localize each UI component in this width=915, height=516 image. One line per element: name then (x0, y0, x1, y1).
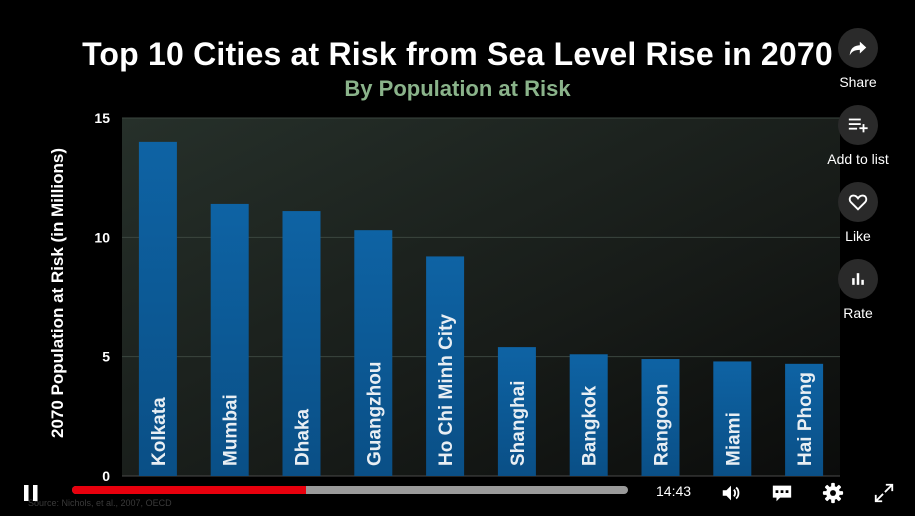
progress-fill (72, 486, 306, 494)
subtitles-icon (772, 485, 792, 502)
bar-kolkata (138, 141, 177, 476)
share-button[interactable]: Share (822, 28, 894, 90)
volume-button[interactable] (716, 478, 746, 508)
share-icon (838, 28, 878, 68)
y-tick-label: 10 (94, 229, 110, 245)
y-tick-label: 5 (102, 349, 110, 365)
playlist-add-icon (838, 105, 878, 145)
like-button[interactable]: Like (822, 182, 894, 244)
bar-rangoon (641, 359, 680, 476)
bar-mumbai (210, 203, 249, 477)
bar-miami (713, 361, 752, 476)
chart-subtitle: By Population at Risk (344, 76, 571, 101)
bar-guangzhou (354, 230, 393, 476)
settings-button[interactable] (818, 478, 848, 508)
source-note: Source: Nichols, et al., 2007, OECD (28, 498, 172, 508)
category-label: Mumbai (221, 394, 242, 466)
bar-chart-icon (838, 259, 878, 299)
pause-button[interactable] (16, 478, 46, 508)
rate-label: Rate (843, 305, 873, 321)
category-label: Hai Phong (795, 372, 816, 466)
volume-icon (722, 485, 740, 501)
y-tick-label: 0 (102, 468, 110, 484)
pause-icon (24, 485, 38, 501)
share-label: Share (839, 74, 877, 90)
bar-bangkok (569, 354, 608, 476)
add-to-list-label: Add to list (827, 151, 889, 167)
fullscreen-icon (874, 483, 894, 503)
gear-icon (822, 482, 844, 504)
add-to-list-button[interactable]: Add to list (822, 105, 894, 167)
player-controls (0, 470, 915, 516)
category-label: Miami (723, 412, 744, 466)
category-label: Dhaka (293, 409, 314, 466)
y-tick-label: 15 (94, 110, 110, 126)
fullscreen-button[interactable] (869, 478, 899, 508)
chart-title: Top 10 Cities at Risk from Sea Level Ris… (82, 36, 833, 72)
time-display: 14:43 (656, 483, 692, 499)
category-label: Kolkata (149, 397, 170, 466)
category-label: Guangzhou (364, 362, 385, 466)
bar-ho-chi-minh-city (426, 256, 465, 476)
bar-shanghai (497, 347, 536, 476)
bar-dhaka (282, 211, 321, 476)
heart-icon (838, 182, 878, 222)
category-label: Shanghai (508, 380, 529, 466)
subtitles-button[interactable] (767, 478, 797, 508)
rate-button[interactable]: Rate (822, 259, 894, 321)
category-label: Bangkok (580, 385, 601, 466)
category-label: Ho Chi Minh City (436, 314, 457, 466)
category-label: Rangoon (652, 384, 673, 466)
progress-bar[interactable] (72, 486, 628, 494)
bar-hai-phong (785, 363, 824, 476)
like-label: Like (845, 228, 871, 244)
